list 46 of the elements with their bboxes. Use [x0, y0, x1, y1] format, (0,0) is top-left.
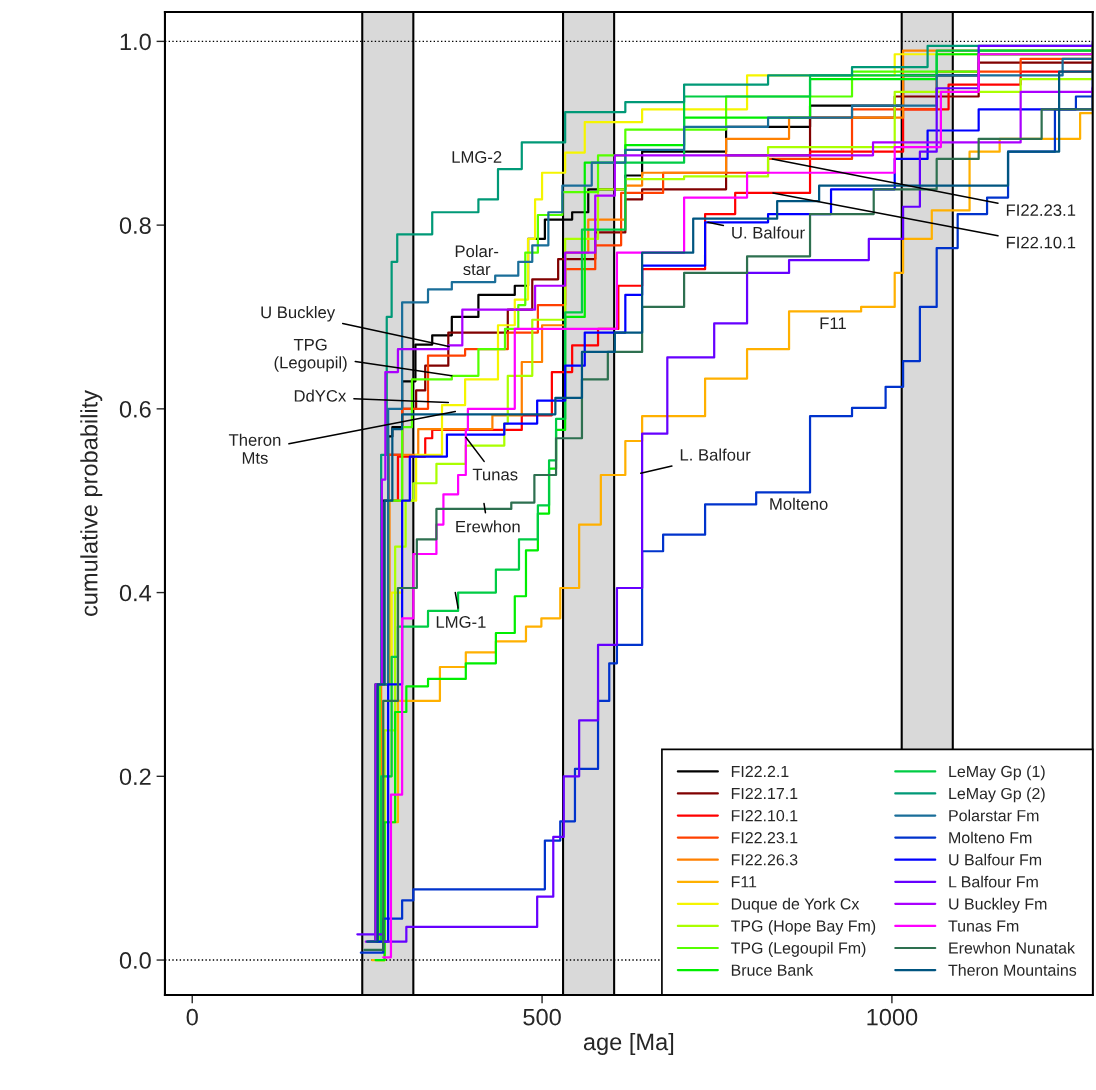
legend-label: TPG (Legoupil Fm)	[730, 942, 866, 957]
legend-label: L Balfour Fm	[949, 875, 1038, 888]
annotation: U Buckley	[261, 305, 336, 322]
annotation: FI22.10.1	[1006, 236, 1076, 249]
legend-label: LeMay Gp (1)	[949, 765, 1045, 781]
x-tick-label: 1000	[867, 1008, 918, 1026]
legend-label: Tunas Fm	[948, 920, 1019, 932]
legend-label: Molteno Fm	[949, 831, 1032, 844]
legend-label: Erewhon Nunatak	[949, 942, 1075, 954]
annotation: FI22.23.1	[1006, 204, 1076, 217]
legend-label: Polarstar Fm	[949, 809, 1039, 822]
annotation: Tunas	[472, 468, 518, 481]
y-axis-title: cumulative probability	[80, 389, 103, 616]
legend-label: Theron Mountains	[948, 964, 1077, 976]
legend-label: FI22.26.3	[731, 854, 798, 866]
legend-label: TPG (Hope Bay Fm)	[730, 919, 876, 935]
y-tick-label: 1.0	[120, 33, 151, 51]
annotation: L. Balfour	[680, 448, 751, 461]
annotation: TPG (Legoupil)	[274, 338, 347, 372]
annotation: DdYCx	[294, 389, 347, 402]
legend-label: FI22.17.1	[731, 787, 798, 800]
annotation: Erewhon	[456, 520, 520, 533]
legend-label: Bruce Bank	[731, 964, 814, 976]
legend-label: LeMay Gp (2)	[949, 787, 1045, 803]
y-tick-label: 0.8	[119, 217, 151, 234]
x-tick-label: 500	[523, 1008, 561, 1026]
annotation: LMG-1	[436, 616, 486, 628]
annotation: Molteno	[770, 497, 828, 510]
legend-label: FI22.2.1	[731, 765, 789, 777]
annotation: U. Balfour	[732, 226, 805, 239]
x-axis-title: age [Ma]	[583, 1032, 674, 1055]
y-tick-label: 0.0	[119, 952, 151, 969]
y-tick-label: 0.4	[119, 584, 152, 602]
annotation: LMG-2	[452, 151, 502, 163]
y-tick-label: 0.2	[119, 768, 151, 786]
y-tick-label: 0.6	[119, 400, 151, 418]
legend-label: F11	[731, 876, 757, 888]
legend-label: U Balfour Fm	[949, 853, 1042, 866]
x-tick-label: 0	[186, 1008, 198, 1026]
legend-label: FI22.23.1	[731, 832, 798, 844]
annotation: F11	[820, 317, 846, 329]
annotation: Theron Mts	[228, 433, 281, 464]
legend-label: U Buckley Fm	[949, 897, 1047, 913]
legend-label: FI22.10.1	[731, 809, 798, 822]
legend-label: Duque de York Cx	[731, 897, 860, 913]
annotation: Polar- star	[455, 244, 499, 276]
